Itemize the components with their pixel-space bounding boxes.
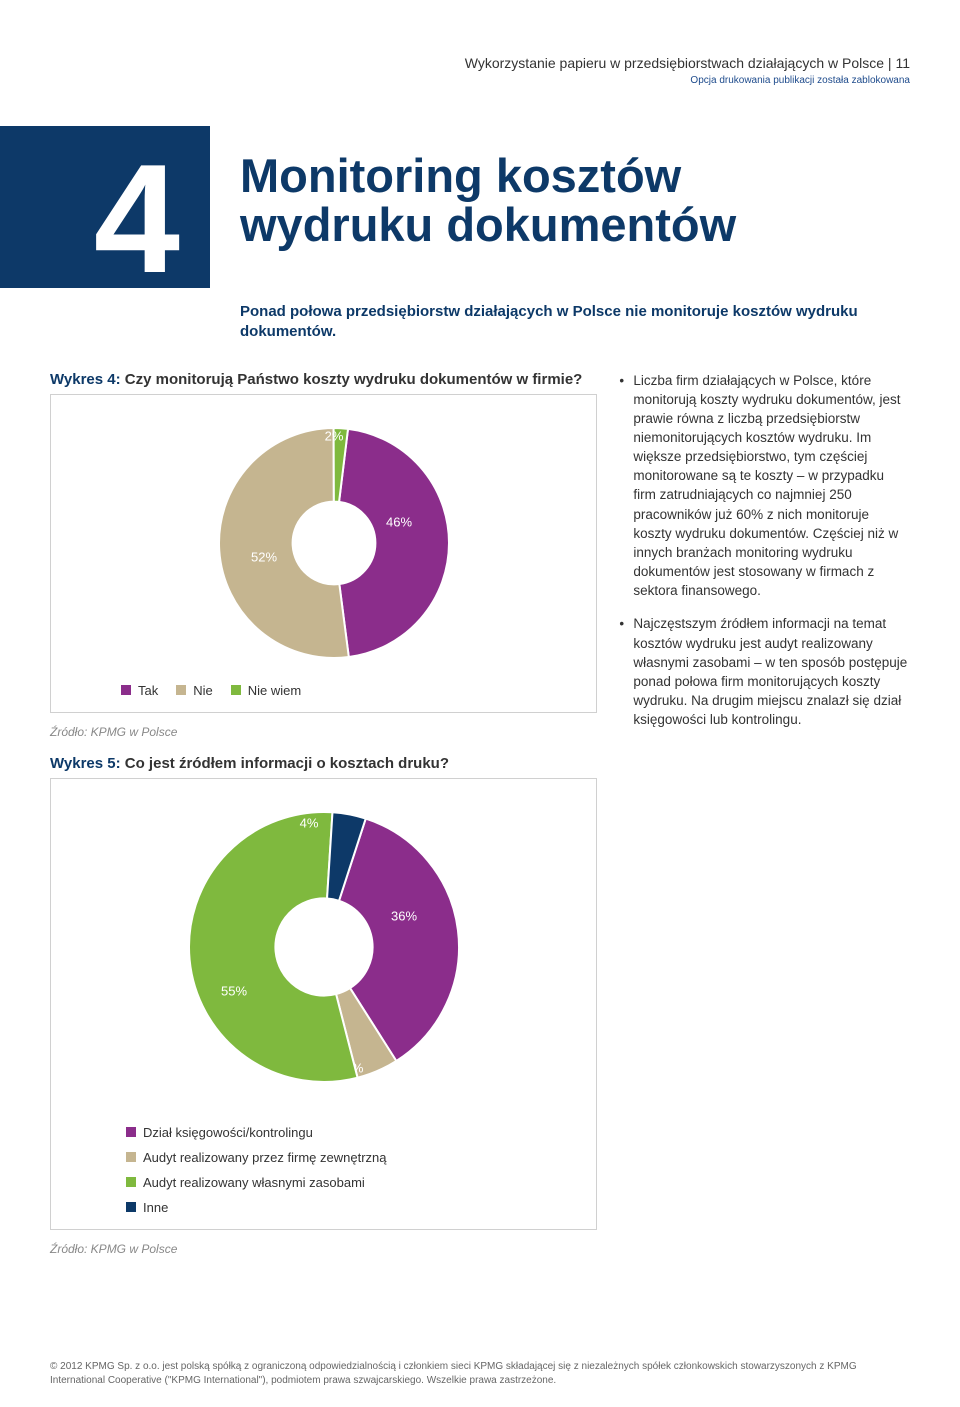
- bullets-list: Liczba firm działających w Polsce, które…: [619, 371, 910, 730]
- svg-text:2%: 2%: [324, 428, 343, 443]
- chart5-title-body: Co jest źródłem informacji o kosztach dr…: [125, 755, 449, 772]
- chapter-title-line1: Monitoring kosztów: [240, 149, 681, 202]
- legend-item: Nie wiem: [231, 683, 301, 698]
- legend-item: Nie: [176, 683, 213, 698]
- legend-label: Audyt realizowany własnymi zasobami: [143, 1175, 365, 1190]
- chart5-donut: 36%5%55%4%: [71, 797, 576, 1097]
- svg-text:46%: 46%: [386, 514, 412, 529]
- legend-square: [121, 685, 131, 695]
- chart4-title-body: Czy monitorują Państwo koszty wydruku do…: [125, 371, 583, 388]
- chart4-title-prefix: Wykres 4:: [50, 371, 125, 388]
- chapter-title: Monitoring kosztów wydruku dokumentów: [210, 126, 736, 250]
- legend-item: Audyt realizowany przez firmę zewnętrzną: [126, 1150, 576, 1165]
- chart5-box: 36%5%55%4% Dział księgowości/kontrolingu…: [50, 778, 597, 1230]
- chart5-title: Wykres 5: Co jest źródłem informacji o k…: [50, 755, 597, 772]
- chart5-svg: 36%5%55%4%: [164, 797, 484, 1097]
- legend-square: [126, 1202, 136, 1212]
- chapter-number-box: 4: [0, 126, 210, 288]
- page-header: Wykorzystanie papieru w przedsiębiorstwa…: [0, 0, 960, 86]
- legend-item: Dział księgowości/kontrolingu: [126, 1125, 576, 1140]
- chapter-number: 4: [94, 149, 180, 289]
- legend-square: [126, 1177, 136, 1187]
- legend-square: [126, 1127, 136, 1137]
- chapter-block: 4 Monitoring kosztów wydruku dokumentów: [0, 126, 960, 288]
- legend-item: Tak: [121, 683, 158, 698]
- legend-label: Nie wiem: [248, 683, 301, 698]
- legend-label: Tak: [138, 683, 158, 698]
- legend-item: Audyt realizowany własnymi zasobami: [126, 1175, 576, 1190]
- svg-text:36%: 36%: [391, 908, 417, 923]
- chart5-title-prefix: Wykres 5:: [50, 755, 125, 772]
- chart5-source: Źródło: KPMG w Polsce: [50, 1242, 597, 1256]
- legend-square: [176, 685, 186, 695]
- chart5-legend: Dział księgowości/kontrolingu Audyt real…: [71, 1125, 576, 1215]
- header-title: Wykorzystanie papieru w przedsiębiorstwa…: [0, 55, 910, 71]
- chart4-svg: 46% 52% 2%: [184, 413, 464, 673]
- bullet-item: Najczęstszym źródłem informacji na temat…: [619, 614, 910, 729]
- chart4-source: Źródło: KPMG w Polsce: [50, 725, 597, 739]
- legend-square: [126, 1152, 136, 1162]
- legend-label: Dział księgowości/kontrolingu: [143, 1125, 313, 1140]
- footer-copyright: © 2012 KPMG Sp. z o.o. jest polską spółk…: [50, 1360, 910, 1387]
- chart4-legend: Tak Nie Nie wiem: [71, 683, 576, 698]
- legend-item: Inne: [126, 1200, 576, 1215]
- chapter-title-line2: wydruku dokumentów: [240, 198, 736, 251]
- svg-text:52%: 52%: [251, 549, 277, 564]
- chart4-box: 46% 52% 2% Tak Nie Nie wiem: [50, 394, 597, 713]
- legend-label: Nie: [193, 683, 213, 698]
- legend-square: [231, 685, 241, 695]
- legend-label: Inne: [143, 1200, 168, 1215]
- chart4-donut: 46% 52% 2%: [71, 413, 576, 673]
- bullet-item: Liczba firm działających w Polsce, które…: [619, 371, 910, 601]
- legend-label: Audyt realizowany przez firmę zewnętrzną: [143, 1150, 387, 1165]
- right-column: Liczba firm działających w Polsce, które…: [619, 371, 910, 1272]
- content-row: Wykres 4: Czy monitorują Państwo koszty …: [0, 343, 960, 1272]
- svg-text:55%: 55%: [221, 983, 247, 998]
- chart4-title: Wykres 4: Czy monitorują Państwo koszty …: [50, 371, 597, 388]
- header-note: Opcja drukowania publikacji została zabl…: [0, 75, 910, 86]
- left-column: Wykres 4: Czy monitorują Państwo koszty …: [50, 371, 597, 1272]
- svg-text:4%: 4%: [299, 815, 318, 830]
